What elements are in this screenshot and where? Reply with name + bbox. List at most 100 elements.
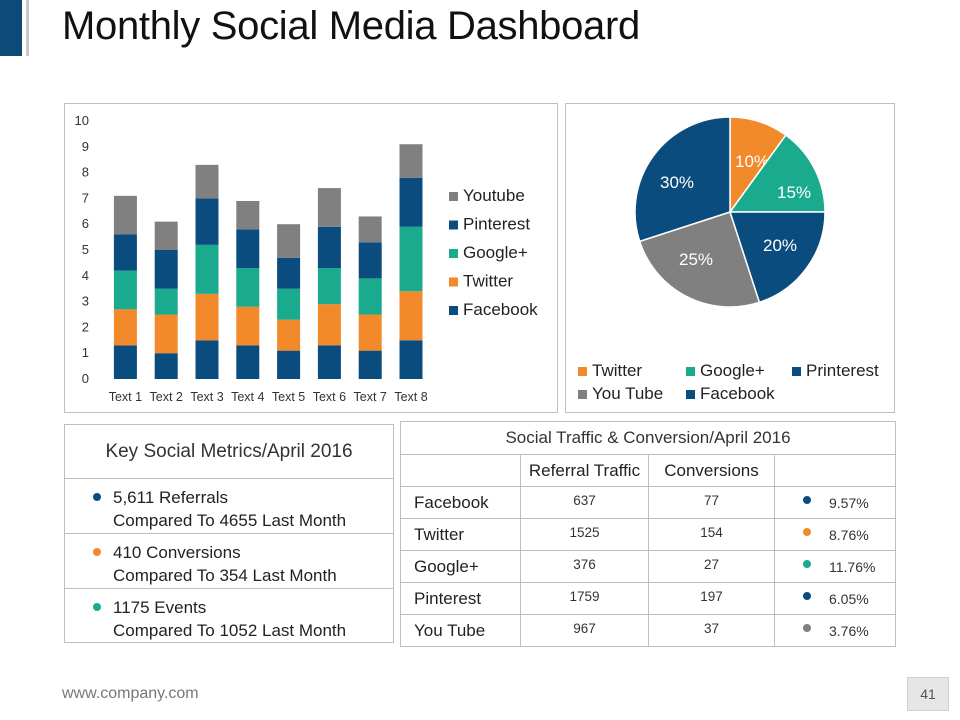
row-referral-value: 1525 [520,518,649,551]
bullet-dot-icon [803,560,811,568]
pie-slice-facebook [634,116,731,243]
row-conversions-value: 197 [648,582,775,615]
x-tick-label: Text 8 [394,390,427,404]
row-network-name: You Tube [400,614,521,647]
pie-data-label: 15% [777,183,811,202]
row-referral-value: 637 [520,486,649,519]
table-row: Facebook 637 77 9.57% [400,486,896,519]
metric-value: 1175 Events [113,598,207,617]
legend-swatch [449,306,458,315]
legend-label: Google+ [700,361,765,380]
bar-segment-twitter [399,291,423,341]
key-metrics-panel: Key Social Metrics/April 2016 5,611 Refe… [64,424,394,643]
x-tick-label: Text 5 [272,390,305,404]
row-conversions-value: 37 [648,614,775,647]
traffic-conversion-table: Social Traffic & Conversion/April 2016 R… [400,421,896,647]
y-tick-label: 4 [82,268,89,283]
legend-label: Pinterest [463,215,530,234]
bar-segment-pinterest [277,257,301,289]
bar-segment-youtube [317,188,341,227]
pie-data-label: 25% [679,250,713,269]
legend-label: Google+ [463,243,528,262]
metric-comparison: Compared To 4655 Last Month [113,511,347,530]
legend-label: Twitter [592,361,642,380]
legend-label: Facebook [700,384,775,403]
pie-slice-google-plus [728,134,826,213]
bullet-dot-icon [93,603,101,611]
bullet-dot-icon [803,592,811,600]
legend-label: Youtube [463,186,525,205]
row-rate-cell: 11.76% [774,550,896,583]
bar-segment-google-plus [399,226,423,292]
footer-url: www.company.com [62,685,199,702]
bar-segment-facebook [399,340,423,379]
bar-segment-pinterest [236,229,260,269]
bar-segment-facebook [277,350,301,379]
bar-segment-youtube [277,224,301,258]
row-rate-value: 6.05% [829,590,869,607]
row-referral-value: 376 [520,550,649,583]
legend-label: Twitter [463,272,513,291]
header-blank [400,454,521,487]
legend-label: You Tube [592,384,663,403]
row-referral-value: 967 [520,614,649,647]
bar-segment-google-plus [195,244,219,294]
bar-segment-youtube [154,221,178,250]
pie-data-label: 30% [660,173,694,192]
bar-segment-google-plus [317,268,341,305]
metric-comparison: Compared To 1052 Last Month [113,621,347,640]
table-row: Twitter 1525 154 8.76% [400,518,896,551]
bar-segment-google-plus [113,270,137,310]
row-network-name: Google+ [400,550,521,583]
stacked-bar-chart-panel: 0 1 2 3 4 5 6 7 8 9 10 Text 1 Text 2 Text 3 Text 4 Text… [64,103,558,413]
accent-bar [0,0,22,56]
row-conversions-value: 154 [648,518,775,551]
stacked-bar-chart: 0 1 2 3 4 5 6 7 8 9 10 Text 1 Text 2 Text 3 Text 4 Text… [75,113,539,404]
y-tick-label: 10 [75,113,89,128]
legend-swatch [792,367,801,376]
bar-segment-google-plus [236,268,260,307]
bar-segment-youtube [358,216,382,243]
bar-segment-pinterest [154,250,178,289]
page-number: 41 [907,677,949,711]
metric-events: 1175 Events Compared To 1052 Last Month [65,589,393,644]
legend-swatch [578,390,587,399]
bullet-dot-icon [803,624,811,632]
bar-segment-facebook [236,345,260,379]
row-rate-value: 9.57% [829,494,869,511]
bar-segment-twitter [154,314,178,354]
y-tick-label: 2 [82,319,89,334]
y-tick-label: 9 [82,139,89,154]
table-row: You Tube 967 37 3.76% [400,614,896,647]
bar-segment-twitter [277,319,301,351]
x-tick-label: Text 6 [313,390,346,404]
bar-segment-pinterest [195,198,219,245]
table-row: Google+ 376 27 11.76% [400,550,896,583]
y-tick-label: 6 [82,216,89,231]
row-network-name: Twitter [400,518,521,551]
pie-slice-you-tube [638,211,761,308]
bar-segment-facebook [154,353,178,379]
row-conversions-value: 77 [648,486,775,519]
legend-swatch [449,249,458,258]
row-rate-cell: 6.05% [774,582,896,615]
pie-chart-panel: 10% 15% 20% 25% 30% Twitter Google+ Printerest Y… [565,103,895,413]
pie-data-label: 20% [763,236,797,255]
pie-data-label: 10% [735,152,769,171]
accent-bar-gap [22,0,26,56]
row-rate-value: 3.76% [829,622,869,639]
bar-segment-youtube [236,200,260,230]
x-tick-label: Text 1 [109,390,142,404]
row-referral-value: 1759 [520,582,649,615]
metric-comparison: Compared To 354 Last Month [113,566,337,585]
legend-swatch [578,367,587,376]
x-tick-label: Text 2 [150,390,183,404]
pie-slice-printerest [728,211,826,304]
bar-segment-twitter [317,304,341,346]
bar-segment-pinterest [113,234,137,271]
bar-segment-twitter [358,314,382,351]
page-title: Monthly Social Media Dashboard [62,4,640,48]
header-rate [774,454,896,487]
x-tick-label: Text 7 [354,390,387,404]
bar-segment-pinterest [317,226,341,269]
